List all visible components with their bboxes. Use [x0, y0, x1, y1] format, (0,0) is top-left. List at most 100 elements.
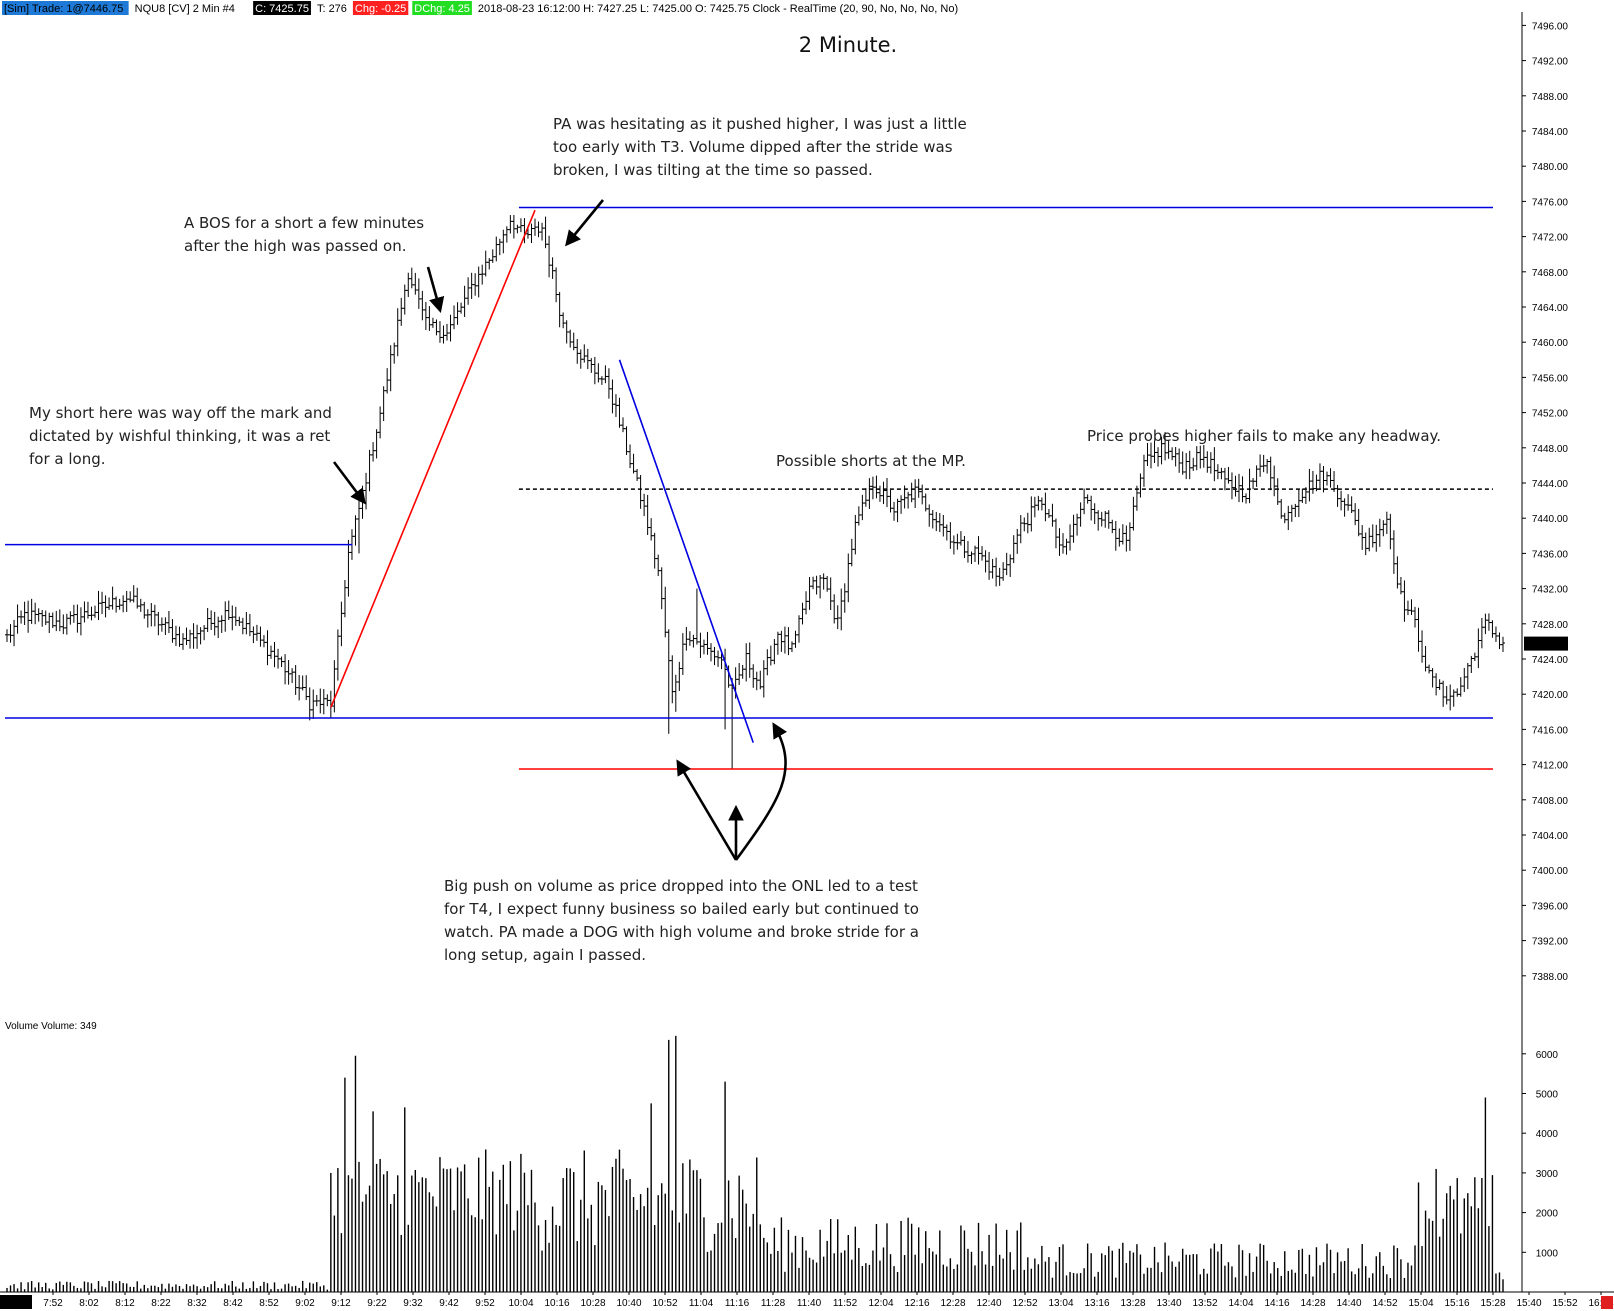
ohlc-bar — [529, 223, 534, 244]
ohlc-bar — [487, 258, 492, 270]
ohlc-bar — [1310, 470, 1315, 494]
ohlc-bar — [631, 453, 636, 474]
ohlc-bar — [335, 629, 340, 681]
ohlc-bar — [1208, 452, 1213, 474]
ohlc-bar — [297, 675, 302, 701]
ohlc-bar — [1472, 652, 1477, 662]
price-tick-label: 7468.00 — [1532, 268, 1569, 279]
ohlc-bar — [483, 250, 488, 277]
ohlc-bar — [515, 224, 520, 234]
status-marker — [1601, 1296, 1613, 1309]
ohlc-bar — [455, 302, 460, 325]
price-tick-label: 7456.00 — [1532, 373, 1569, 384]
ohlc-bar — [1219, 467, 1224, 480]
ohlc-bar — [441, 325, 446, 344]
price-tick-label: 7464.00 — [1532, 303, 1569, 314]
ohlc-bar — [466, 277, 471, 305]
ohlc-bar — [427, 306, 432, 331]
ohlc-bar — [170, 619, 175, 643]
ohlc-bar — [1233, 475, 1238, 497]
price-tick-label: 7484.00 — [1532, 127, 1569, 138]
ohlc-bar — [1328, 468, 1333, 488]
ohlc-bar — [26, 600, 31, 633]
ohlc-bar — [103, 595, 108, 618]
ohlc-bar — [709, 643, 713, 662]
ohlc-bar — [673, 674, 678, 712]
price-tick-label: 7392.00 — [1532, 937, 1569, 948]
time-tick-label: 9:02 — [295, 1298, 315, 1309]
ohlc-bar — [1381, 520, 1386, 537]
ohlc-bar — [881, 481, 886, 505]
ohlc-bar — [909, 482, 914, 503]
ohlc-bar — [652, 532, 657, 569]
annotation-text: My short here was way off the mark and di… — [29, 404, 332, 468]
ohlc-bar — [730, 678, 735, 769]
ohlc-bar — [357, 496, 361, 554]
ohlc-bar — [927, 504, 932, 527]
ohlc-bar — [413, 272, 418, 295]
ohlc-bar — [1335, 484, 1340, 507]
price-axis: 7496.00 7492.00 7488.00 7484.00 7480.00 7476.… — [1522, 21, 1569, 983]
ohlc-bar — [272, 641, 277, 668]
ohlc-bar — [747, 642, 752, 678]
ohlc-bar — [1251, 478, 1256, 490]
ohlc-bar — [117, 598, 122, 610]
ohlc-bar — [1490, 620, 1495, 638]
price-tick-label: 7416.00 — [1532, 725, 1569, 736]
ohlc-bar — [867, 478, 872, 509]
ohlc-bar — [497, 238, 502, 256]
ohlc-bar — [1096, 510, 1101, 531]
annotations: My short here was way off the mark and di… — [29, 115, 1441, 964]
ohlc-bar — [638, 474, 643, 509]
ohlc-bar — [540, 222, 545, 241]
ohlc-bar — [93, 605, 97, 618]
ohlc-bar — [800, 602, 805, 625]
ohlc-bar — [895, 498, 900, 523]
time-tick-label: 15:28 — [1480, 1298, 1505, 1309]
ohlc-bar — [680, 633, 685, 675]
ohlc-bar — [916, 478, 921, 498]
ohlc-bar — [1458, 677, 1463, 697]
ohlc-bar — [276, 648, 281, 669]
ohlc-bar — [1413, 606, 1417, 628]
header-segment-bg — [253, 1, 311, 15]
header-segment-text: C: 7425.75 — [255, 3, 309, 15]
ohlc-bar — [983, 550, 988, 573]
ohlc-bar — [29, 598, 34, 624]
ohlc-bar — [1170, 447, 1175, 461]
annotation-line: for T4, I expect funny business so baile… — [444, 900, 919, 918]
ohlc-bar — [71, 604, 76, 623]
time-tick-label: 15:40 — [1516, 1298, 1541, 1309]
ohlc-bar — [409, 267, 414, 289]
ohlc-bar — [311, 689, 316, 719]
ohlc-bar — [789, 641, 794, 653]
ohlc-bar — [1191, 457, 1196, 471]
ohlc-bar — [64, 613, 69, 635]
ohlc-bar — [592, 356, 597, 385]
price-tick-label: 7488.00 — [1532, 92, 1569, 103]
ohlc-bar — [613, 394, 618, 417]
ohlc-bar — [1075, 513, 1080, 536]
ohlc-bar — [420, 290, 425, 321]
ohlc-bar — [78, 607, 83, 636]
header-segment-text: [Sim] Trade: 1@7446.75 — [4, 3, 123, 15]
callout-arrow — [734, 722, 787, 861]
header-segment-text: 2018-08-23 16:12:00 H: 7427.25 L: 7425.0… — [478, 3, 958, 15]
time-tick-label: 12:28 — [940, 1298, 965, 1309]
ohlc-bar — [283, 654, 288, 685]
ohlc-bar — [1117, 528, 1122, 547]
ohlc-bar — [656, 554, 661, 577]
ohlc-bar — [987, 551, 992, 580]
ohlc-bar — [1201, 445, 1206, 468]
ohlc-bar — [374, 429, 379, 459]
ohlc-bar — [131, 585, 136, 603]
ohlc-bar — [888, 489, 893, 513]
price-tick-label: 7480.00 — [1532, 162, 1569, 173]
ohlc-bar — [367, 449, 372, 492]
date-label-bg — [0, 1295, 32, 1309]
ohlc-bar — [811, 576, 816, 590]
ohlc-bar — [494, 236, 499, 262]
ohlc-bar — [621, 417, 625, 433]
